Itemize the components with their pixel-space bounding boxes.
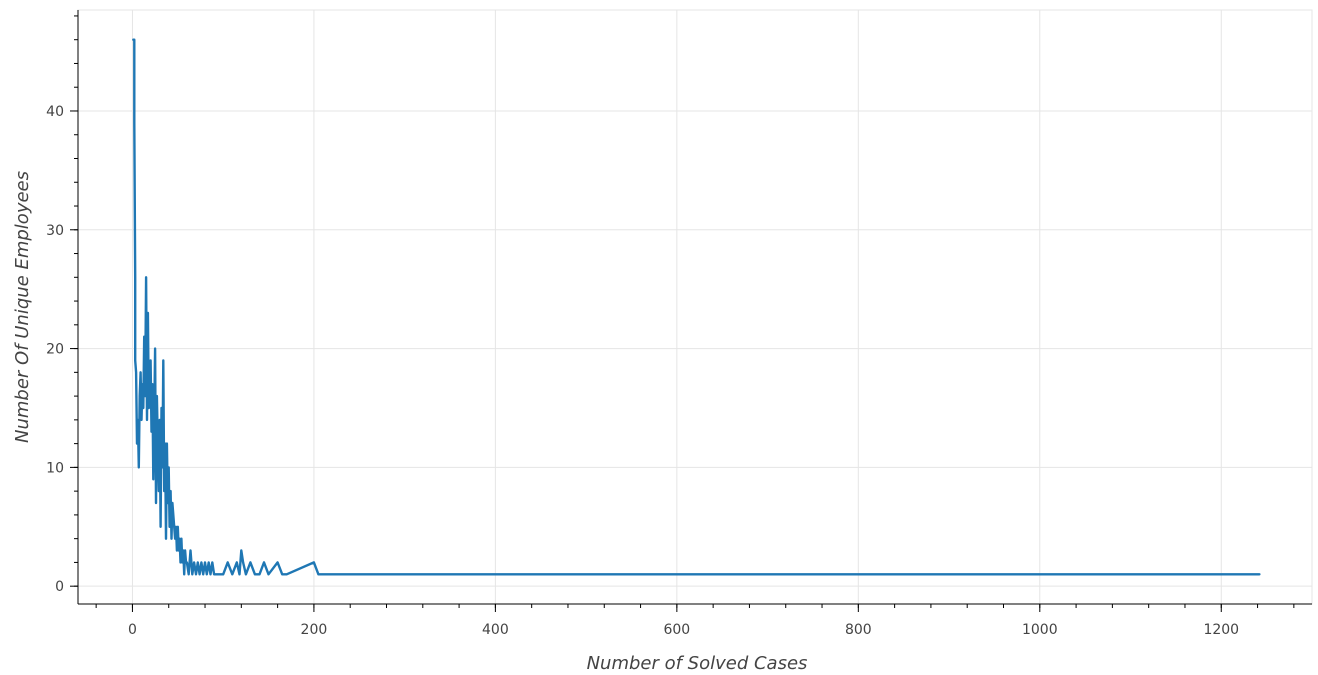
x-tick-label: 200 — [301, 622, 328, 638]
y-tick-label: 20 — [46, 342, 64, 358]
y-tick-label: 30 — [46, 223, 64, 239]
series-line — [132, 38, 1261, 576]
x-tick-label: 400 — [482, 622, 509, 638]
x-tick-label: 800 — [845, 622, 872, 638]
y-tick-label: 0 — [55, 579, 64, 595]
y-tick-label: 40 — [46, 104, 64, 120]
x-tick-label: 600 — [663, 622, 690, 638]
axis-layer: 0 200 400 600 800 1000 1200 0 10 20 30 40 — [46, 10, 1312, 638]
x-tick-label: 1200 — [1203, 622, 1239, 638]
x-tick-label: 1000 — [1022, 622, 1058, 638]
plot-frame — [77, 9, 1313, 605]
y-tick-label: 10 — [46, 460, 64, 476]
grid-layer — [77, 9, 1313, 605]
series-layer — [132, 38, 1261, 576]
x-axis-label: Number of Solved Cases — [587, 653, 808, 674]
label-layer: Number of Solved Cases Number Of Unique … — [12, 171, 807, 674]
x-tick-label: 0 — [128, 622, 137, 638]
y-axis-label: Number Of Unique Employees — [12, 171, 33, 443]
